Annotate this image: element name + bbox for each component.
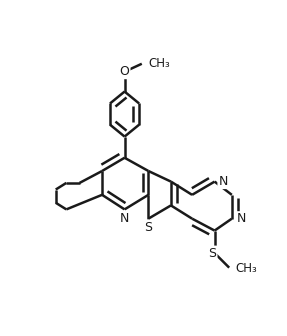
Text: CH₃: CH₃ (235, 262, 257, 276)
Text: N: N (218, 175, 228, 188)
Text: N: N (120, 212, 129, 225)
Text: N: N (236, 212, 246, 225)
Text: S: S (208, 247, 216, 260)
Text: S: S (144, 221, 152, 234)
Text: CH₃: CH₃ (148, 57, 170, 70)
Text: O: O (120, 65, 129, 78)
